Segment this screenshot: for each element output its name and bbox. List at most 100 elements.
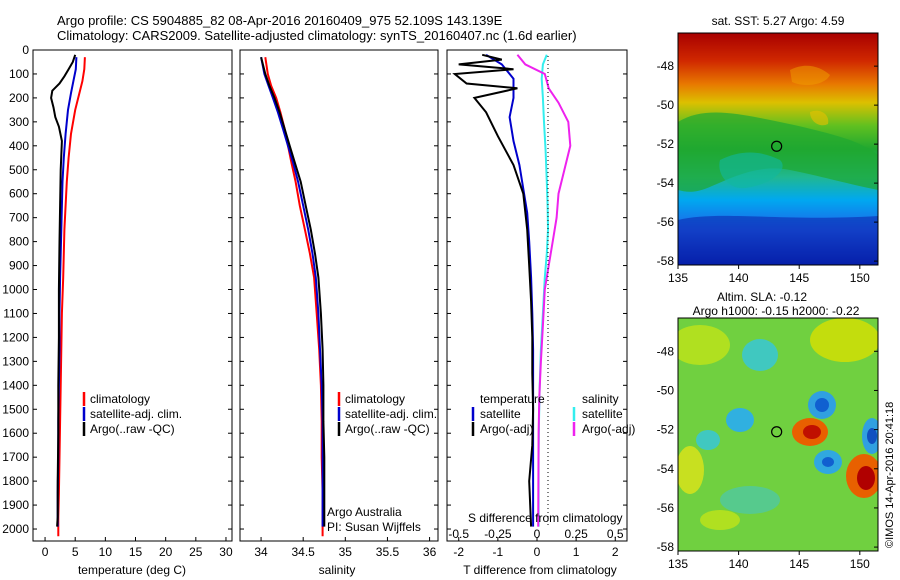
legend-salinity: salinity xyxy=(582,392,619,406)
x-tick-label: 35 xyxy=(339,545,353,559)
legend-t-satellite: satellite xyxy=(480,407,521,421)
x-tick-label: 0 xyxy=(42,545,49,559)
legend-argo: Argo(..raw -QC) xyxy=(345,422,430,436)
depth-axis: 0 100 200 300 400 500 600 700 800 900 1000 1100 1200… xyxy=(2,43,627,536)
difference-xlabel: T difference from climatology xyxy=(463,563,617,577)
figure-title-line2: Climatology: CARS2009. Satellite-adjuste… xyxy=(57,28,577,43)
series-line-argo-raw-qc- xyxy=(50,54,77,527)
map-x-tick-label: 135 xyxy=(668,271,688,285)
depth-tick-label: 2000 xyxy=(2,522,29,536)
legend-climatology: climatology xyxy=(90,392,150,406)
depth-tick-label: 600 xyxy=(9,187,29,201)
map-y-tick-label: -52 xyxy=(657,137,675,151)
x-tick-label: 25 xyxy=(189,545,203,559)
s-tick-label: -0.5 xyxy=(448,527,469,541)
imos-timestamp: ©IMOS 14-Apr-2016 20:41:18 xyxy=(884,402,896,548)
legend-satellite-adj: satellite-adj. clim. xyxy=(90,407,182,421)
legend-satellite-adj: satellite-adj. clim. xyxy=(345,407,437,421)
depth-tick-label: 1400 xyxy=(2,378,29,392)
s-tick-label: 0 xyxy=(534,527,541,541)
salinity-legend: climatology satellite-adj. clim. Argo(..… xyxy=(337,392,437,436)
depth-tick-label: 1800 xyxy=(2,474,29,488)
sla-map-frame xyxy=(677,317,879,552)
map-x-tick-label: 135 xyxy=(668,557,688,571)
map-y-tick-label: -48 xyxy=(657,344,675,358)
legend-argo: Argo(..raw -QC) xyxy=(90,422,175,436)
depth-tick-label: 400 xyxy=(9,139,29,153)
difference-xlabel-top: S difference from climatology xyxy=(468,511,623,525)
x-tick-label: 30 xyxy=(219,545,233,559)
map-x-tick-label: 150 xyxy=(850,557,870,571)
map-y-tick-label: -56 xyxy=(657,501,675,515)
x-tick-label: 15 xyxy=(129,545,143,559)
series-line-climatology xyxy=(57,57,86,537)
x-tick-label: 0 xyxy=(534,545,541,559)
series-line-salinity-satellite xyxy=(537,54,550,527)
sla-map-image xyxy=(678,318,878,551)
series-line-salinity-argo-adj- xyxy=(516,54,572,527)
salinity-panel-frame xyxy=(239,49,439,542)
series-line-satellite-adj-clim- xyxy=(260,57,324,527)
sst-argo-location-marker xyxy=(771,140,783,152)
x-tick-label: 36 xyxy=(423,545,437,559)
sla-map-title: Altim. SLA: -0.12 xyxy=(717,290,807,304)
legend-s-argo: Argo(-adj) xyxy=(582,422,635,436)
credit-line1: Argo Australia xyxy=(327,505,402,519)
sla-argo-location-marker xyxy=(771,426,783,438)
legend-t-argo: Argo(-adj) xyxy=(480,422,533,436)
map-y-tick-label: -58 xyxy=(657,540,675,554)
s-tick-label: -0.25 xyxy=(484,527,512,541)
map-x-tick-label: 150 xyxy=(850,271,870,285)
depth-tick-label: 1500 xyxy=(2,402,29,416)
map-x-tick-label: 145 xyxy=(789,557,809,571)
map-y-tick-label: -54 xyxy=(657,176,675,190)
depth-tick-label: 1700 xyxy=(2,450,29,464)
depth-tick-label: 800 xyxy=(9,235,29,249)
depth-tick-label: 1100 xyxy=(3,306,29,320)
legend-s-satellite: satellite xyxy=(582,407,623,421)
depth-tick-label: 1000 xyxy=(2,283,29,297)
x-tick-label: 35.5 xyxy=(376,545,400,559)
sst-map-image xyxy=(678,33,878,265)
series-line-temperature-argo-adj- xyxy=(452,53,535,527)
map-y-tick-label: -50 xyxy=(657,383,675,397)
sst-map-frame xyxy=(677,32,879,266)
temperature-xlabel: temperature (deg C) xyxy=(78,563,186,577)
s-tick-label: 0.25 xyxy=(564,527,588,541)
salinity-panel: 34 34.5 35 35.5 36 xyxy=(254,56,437,559)
x-tick-label: 34 xyxy=(254,545,268,559)
map-y-tick-label: -50 xyxy=(657,98,675,112)
x-tick-label: 34.5 xyxy=(292,545,316,559)
sla-map-axes: 135 140 145 150 -48 -50 -52 -54 -56 -58 xyxy=(657,344,878,571)
figure-title-line1: Argo profile: CS 5904885_82 08-Apr-2016 … xyxy=(57,13,503,28)
salinity-xlabel: salinity xyxy=(319,563,356,577)
series-line-climatology xyxy=(264,57,324,537)
depth-tick-label: 0 xyxy=(22,43,29,57)
depth-tick-label: 200 xyxy=(9,91,29,105)
series-line-argo-raw-qc- xyxy=(260,56,326,527)
map-y-tick-label: -52 xyxy=(657,423,675,437)
x-tick-label: 1 xyxy=(573,545,580,559)
sla-map-subtitle: Argo h1000: -0.15 h2000: -0.22 xyxy=(693,304,860,318)
x-tick-label: 5 xyxy=(72,545,79,559)
depth-tick-label: 900 xyxy=(9,259,29,273)
difference-panel: -2 -1 0 1 2 -0.5 -0.25 0 0.25 0.5 xyxy=(448,53,624,559)
difference-legend: temperature satellite Argo(-adj) salinit… xyxy=(471,392,635,436)
depth-tick-label: 1900 xyxy=(2,498,29,512)
depth-tick-label: 1300 xyxy=(2,354,29,368)
map-y-tick-label: -48 xyxy=(657,59,675,73)
map-y-tick-label: -58 xyxy=(657,254,675,268)
map-y-tick-label: -56 xyxy=(657,215,675,229)
depth-tick-label: 100 xyxy=(9,67,29,81)
depth-tick-label: 700 xyxy=(9,211,29,225)
depth-tick-label: 500 xyxy=(9,163,29,177)
s-tick-label: 0.5 xyxy=(607,527,624,541)
legend-climatology: climatology xyxy=(345,392,405,406)
sst-map-axes: 135 140 145 150 -48 -50 -52 -54 -56 -58 xyxy=(657,59,878,285)
map-x-tick-label: 145 xyxy=(789,271,809,285)
credit-line2: PI: Susan Wijffels xyxy=(327,520,421,534)
x-tick-label: 2 xyxy=(612,545,619,559)
map-x-tick-label: 140 xyxy=(729,557,749,571)
depth-tick-label: 300 xyxy=(9,115,29,129)
